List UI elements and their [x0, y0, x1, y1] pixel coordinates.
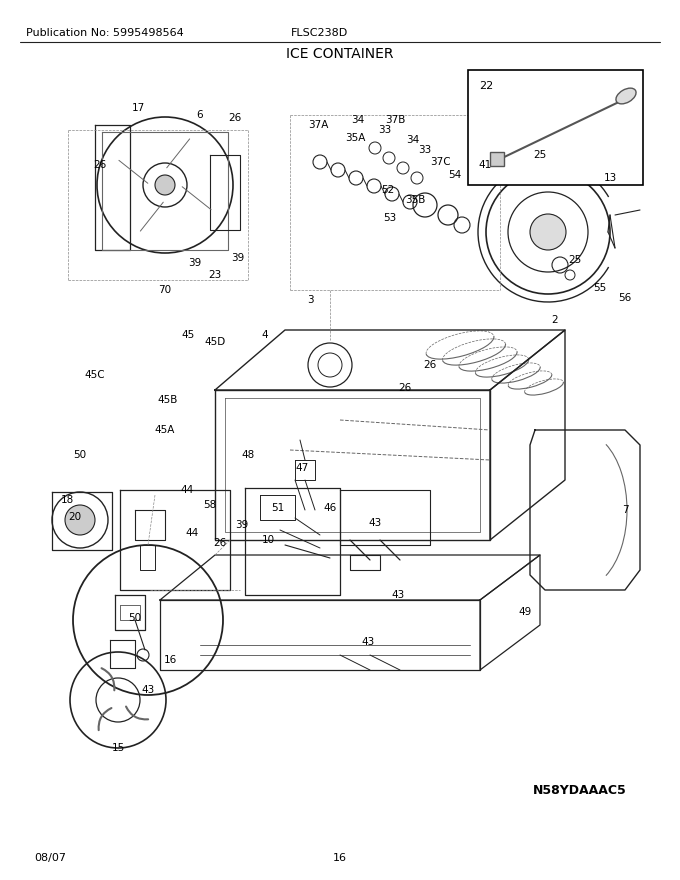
Text: 44: 44: [180, 485, 194, 495]
Text: 47: 47: [295, 463, 309, 473]
Text: 26: 26: [228, 113, 241, 123]
Text: 33: 33: [418, 145, 432, 155]
Text: 44: 44: [186, 528, 199, 538]
Text: 37B: 37B: [385, 115, 405, 125]
Text: 20: 20: [69, 512, 82, 522]
Text: 08/07: 08/07: [34, 853, 66, 863]
Text: 50: 50: [129, 613, 141, 623]
Text: 26: 26: [398, 383, 411, 393]
Text: 18: 18: [61, 495, 73, 505]
Text: 70: 70: [158, 285, 171, 295]
Text: 43: 43: [392, 590, 405, 600]
Text: 25: 25: [533, 150, 547, 160]
Text: 43: 43: [369, 518, 381, 528]
Text: 58: 58: [203, 500, 217, 510]
Bar: [490, 152, 504, 166]
Circle shape: [65, 505, 95, 535]
Text: 50: 50: [73, 450, 86, 460]
Text: 39: 39: [235, 520, 249, 530]
Text: 17: 17: [131, 103, 145, 113]
Text: 2: 2: [551, 315, 558, 325]
Text: 35B: 35B: [405, 195, 425, 205]
Text: 39: 39: [231, 253, 245, 263]
Text: 45: 45: [182, 330, 194, 340]
Text: 10: 10: [261, 535, 275, 545]
Text: N58YDAAAC5: N58YDAAAC5: [533, 783, 627, 796]
Text: 13: 13: [603, 173, 617, 183]
Text: 25: 25: [568, 255, 581, 265]
Text: 46: 46: [324, 503, 337, 513]
Text: 52: 52: [381, 185, 394, 195]
Text: 15: 15: [112, 743, 124, 753]
Text: 39: 39: [188, 258, 202, 268]
Text: 55: 55: [594, 283, 607, 293]
Text: 26: 26: [214, 538, 226, 548]
Text: 23: 23: [208, 270, 222, 280]
Text: 37C: 37C: [430, 157, 450, 167]
Circle shape: [155, 175, 175, 195]
Text: 33: 33: [378, 125, 392, 135]
Text: Publication No: 5995498564: Publication No: 5995498564: [26, 28, 184, 38]
Text: 34: 34: [407, 135, 420, 145]
Text: 43: 43: [361, 637, 375, 647]
Text: 45A: 45A: [155, 425, 175, 435]
Text: 16: 16: [333, 853, 347, 863]
Text: 51: 51: [271, 503, 285, 513]
Text: 48: 48: [241, 450, 254, 460]
Ellipse shape: [616, 88, 636, 104]
Text: 43: 43: [141, 685, 154, 695]
Text: 45C: 45C: [85, 370, 105, 380]
Text: 6: 6: [197, 110, 203, 120]
Text: FLSC238D: FLSC238D: [291, 28, 349, 38]
Text: 26: 26: [424, 360, 437, 370]
Text: 45D: 45D: [205, 337, 226, 347]
Text: 4: 4: [262, 330, 269, 340]
Text: 3: 3: [307, 295, 313, 305]
Circle shape: [530, 214, 566, 250]
Text: 49: 49: [518, 607, 532, 617]
Text: 56: 56: [618, 293, 632, 303]
Text: ICE CONTAINER: ICE CONTAINER: [286, 47, 394, 61]
Text: 7: 7: [622, 505, 628, 515]
Text: 53: 53: [384, 213, 396, 223]
Text: 22: 22: [479, 81, 493, 91]
Text: 54: 54: [448, 170, 462, 180]
Bar: [468, 70, 643, 185]
Text: 41: 41: [478, 160, 492, 170]
Text: 37A: 37A: [308, 120, 328, 130]
Text: 16: 16: [163, 655, 177, 665]
Text: 26: 26: [93, 160, 107, 170]
Text: 35A: 35A: [345, 133, 365, 143]
Text: 45B: 45B: [158, 395, 178, 405]
Text: 34: 34: [352, 115, 364, 125]
